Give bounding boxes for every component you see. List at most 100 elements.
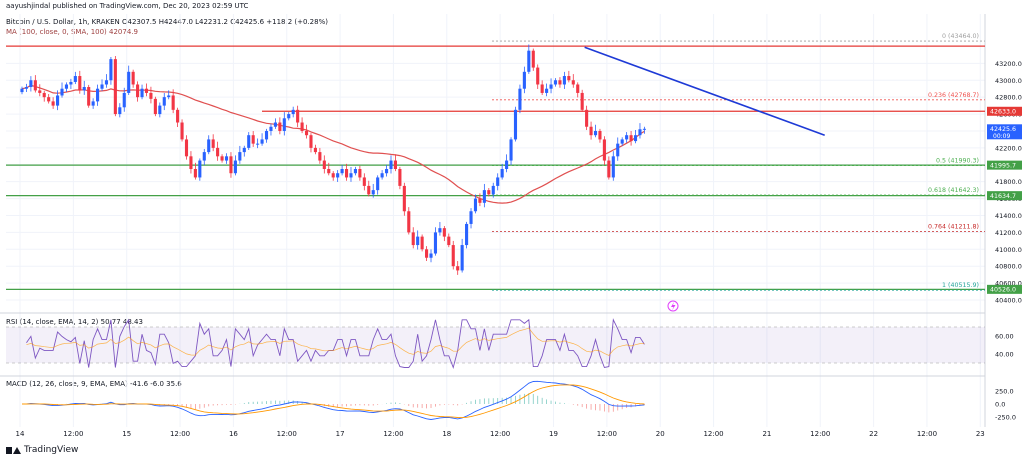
candle-body xyxy=(233,160,237,174)
candle-body xyxy=(442,228,446,237)
candle-body xyxy=(620,139,624,144)
time-tick: 19 xyxy=(549,430,558,438)
fib-label: 1 (40515.9) xyxy=(942,282,979,289)
candle-body xyxy=(91,101,95,106)
candle-body xyxy=(60,88,64,96)
candle-body xyxy=(451,245,455,267)
candle-body xyxy=(393,160,398,169)
price-tick: 41000.0 xyxy=(995,246,1022,254)
candle-body xyxy=(616,143,620,157)
candle-body xyxy=(496,177,500,186)
candle-body xyxy=(344,169,349,178)
price-label-box xyxy=(987,160,1022,170)
candle-body xyxy=(216,147,220,157)
time-tick: 23 xyxy=(976,430,985,438)
candle-body xyxy=(545,88,549,93)
candle-body xyxy=(611,156,615,178)
candle-body xyxy=(642,128,646,130)
price-label-box xyxy=(987,106,1022,116)
candle-body xyxy=(416,236,420,246)
candle-body xyxy=(456,266,460,271)
candle-body xyxy=(153,98,157,115)
candle-body xyxy=(198,160,202,178)
candle-body xyxy=(189,156,193,169)
candle-body xyxy=(251,135,255,144)
candle-body xyxy=(291,109,295,115)
candle-body xyxy=(340,169,344,174)
candle-body xyxy=(625,135,629,140)
time-tick: 16 xyxy=(229,430,238,438)
candle-body xyxy=(220,156,224,161)
macd-pane[interactable]: 250.0 0.0 -250.0 xyxy=(21,380,1016,422)
candle-body xyxy=(127,71,131,93)
candle-body xyxy=(567,76,571,81)
candle-body xyxy=(242,147,246,153)
candle-body xyxy=(438,228,442,233)
candle-body xyxy=(487,190,491,195)
candle-body xyxy=(287,114,291,119)
candle-body xyxy=(131,71,135,85)
candle-body xyxy=(425,249,429,258)
grid xyxy=(6,14,985,427)
price-tick: 41400.0 xyxy=(995,212,1022,220)
candle-body xyxy=(144,88,149,93)
time-tick: 15 xyxy=(122,430,131,438)
candle-body xyxy=(64,84,69,89)
candle-body xyxy=(327,169,331,174)
candle-body xyxy=(33,80,37,91)
price-tick: 40800.0 xyxy=(995,263,1022,271)
candle-body xyxy=(162,97,166,106)
time-tick: 12:00 xyxy=(63,430,83,438)
candles[interactable] xyxy=(20,44,646,275)
candle-body xyxy=(380,173,384,178)
candle-body xyxy=(540,84,544,93)
candle-body xyxy=(238,152,242,161)
rsi-line xyxy=(26,318,645,369)
candle-body xyxy=(478,198,482,203)
candle-body xyxy=(309,135,313,148)
candle-body xyxy=(585,109,589,127)
lightning-icon[interactable] xyxy=(667,300,679,312)
time-tick: 12:00 xyxy=(277,430,297,438)
candle-body xyxy=(260,139,264,144)
candle-body xyxy=(562,76,566,85)
candle-body xyxy=(607,160,611,178)
macd-legend: MACD (12, 26, close, 9, EMA, EMA) -41.6 … xyxy=(6,380,182,388)
price-tick: 41200.0 xyxy=(995,229,1022,237)
ma100-polyline xyxy=(21,84,645,204)
candle-body xyxy=(389,160,393,169)
candle-body xyxy=(176,109,180,123)
candle-body xyxy=(367,185,371,195)
price-label-box xyxy=(987,284,1022,294)
price-tick: 41800.0 xyxy=(995,178,1022,186)
candle-body xyxy=(589,126,593,136)
candle-body xyxy=(513,109,518,140)
footer-brand[interactable]: TradingView xyxy=(6,445,78,455)
candle-body xyxy=(264,130,269,140)
candle-body xyxy=(193,169,197,178)
candle-body xyxy=(82,87,86,91)
time-axis[interactable]: 14 12:00 15 12:00 16 12:00 17 12:00 18 12:00 19 12:… xyxy=(16,430,985,438)
candle-body xyxy=(42,92,46,98)
price-axis[interactable]: 43200.043000.042800.042600.042400.042200… xyxy=(995,60,1022,305)
candle-body xyxy=(349,173,353,178)
price-label-text: 41634.7 xyxy=(990,193,1016,200)
candle-body xyxy=(398,169,402,186)
candle-body xyxy=(509,139,513,161)
macd-signal-line xyxy=(22,384,645,419)
candle-body xyxy=(73,76,77,82)
candle-body xyxy=(553,80,558,85)
candle-body xyxy=(420,236,424,250)
trendline[interactable] xyxy=(584,46,825,136)
candle-body xyxy=(282,118,286,131)
candle-body xyxy=(491,185,495,195)
candle-body xyxy=(113,59,117,115)
price-label-box xyxy=(987,191,1022,201)
fib-label: 0.618 (41642.3) xyxy=(928,187,979,194)
candle-body xyxy=(184,139,189,157)
time-tick: 22 xyxy=(869,430,878,438)
lightning-bolt xyxy=(671,302,676,311)
candle-body xyxy=(473,198,478,212)
rsi-pane[interactable]: 60.00 40.00 xyxy=(6,318,1014,369)
